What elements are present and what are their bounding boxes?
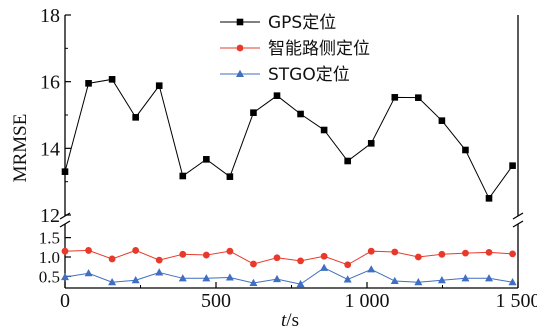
marker-triangle: [437, 276, 446, 284]
legend-label-0: GPS定位: [268, 13, 336, 33]
x-tick-label: 1 000: [345, 290, 390, 312]
marker-circle: [297, 257, 304, 265]
marker-circle: [344, 261, 352, 269]
marker-square: [273, 92, 281, 99]
marker-square: [85, 80, 92, 87]
marker-square: [179, 172, 187, 180]
marker-triangle: [367, 265, 376, 273]
y-tick-label: 14: [40, 138, 60, 160]
marker-triangle: [131, 276, 140, 284]
y-tick-label: 18: [40, 5, 60, 27]
marker-triangle: [61, 272, 69, 281]
y-tick-label: 12: [40, 205, 60, 227]
marker-square: [108, 76, 116, 83]
legend-label-2: STGO定位: [268, 65, 350, 85]
marker-circle: [155, 256, 163, 264]
marker-square: [250, 109, 257, 116]
marker-circle: [391, 248, 399, 256]
marker-square: [438, 117, 446, 124]
marker-triangle: [485, 274, 494, 282]
x-tick-label: 0: [60, 290, 70, 312]
marker-circle: [108, 255, 116, 263]
marker-circle: [236, 44, 244, 52]
series-line-1: [64, 249, 513, 266]
marker-triangle: [343, 275, 352, 283]
marker-circle: [462, 249, 469, 257]
marker-triangle: [508, 277, 517, 286]
marker-triangle: [225, 273, 234, 281]
marker-triangle: [273, 274, 282, 283]
axis-break-left-top: [59, 212, 71, 220]
marker-circle: [367, 247, 375, 255]
x-axis-variable: t: [281, 310, 287, 331]
series-line-2: [64, 267, 513, 285]
marker-circle: [509, 250, 516, 258]
marker-square: [61, 168, 69, 175]
marker-triangle: [236, 69, 244, 77]
marker-circle: [273, 254, 281, 262]
marker-square: [462, 146, 469, 154]
y-tick-label: 1.0: [39, 248, 60, 267]
marker-circle: [179, 250, 187, 258]
x-tick-labels: 0 500 1 000 1 500: [60, 290, 537, 312]
series-line-0: [64, 78, 513, 200]
marker-circle: [85, 247, 92, 254]
marker-triangle: [320, 263, 329, 271]
marker-triangle: [296, 279, 305, 288]
grid-and-axes: [59, 14, 524, 289]
marker-circle: [320, 252, 328, 260]
marker-triangle: [461, 274, 470, 282]
x-tick-label: 500: [201, 290, 231, 312]
marker-square: [236, 18, 244, 26]
marker-square: [367, 140, 375, 147]
marker-triangle: [390, 276, 399, 285]
y-tick-labels: 12 14 16 18 0.51.01.5: [39, 5, 60, 286]
y-tick-label: 16: [40, 72, 60, 94]
marker-circle: [202, 251, 210, 259]
marker-circle: [61, 247, 69, 255]
marker-circle: [438, 250, 446, 258]
x-axis-unit: /s: [286, 310, 299, 331]
marker-square: [132, 114, 139, 121]
marker-triangle: [108, 277, 117, 286]
marker-square: [226, 173, 234, 180]
x-axis-title: t/s: [281, 310, 299, 331]
marker-square: [297, 110, 304, 118]
marker-circle: [414, 253, 422, 261]
axis-break-left-bottom: [59, 220, 71, 228]
marker-circle: [485, 248, 493, 256]
marker-triangle: [155, 268, 164, 276]
marker-circle: [132, 247, 140, 254]
y-axis-title: MRMSE: [10, 114, 31, 183]
marker-square: [344, 157, 351, 165]
marker-triangle: [178, 274, 187, 282]
marker-circle: [226, 247, 234, 255]
x-tick-label: 1 500: [496, 290, 537, 312]
marker-circle: [250, 260, 257, 268]
marker-square: [485, 195, 493, 202]
axis-break-right-bottom: [512, 220, 524, 228]
series-markers: [61, 76, 517, 288]
axis-break-right-top: [512, 212, 524, 220]
marker-triangle: [84, 269, 93, 277]
marker-triangle: [414, 277, 423, 286]
marker-square: [509, 162, 516, 169]
marker-square: [155, 82, 163, 89]
legend-label-1: 智能路侧定位: [268, 39, 370, 59]
marker-triangle: [249, 278, 258, 286]
marker-square: [203, 156, 210, 163]
marker-triangle: [202, 274, 211, 282]
marker-square: [415, 94, 422, 101]
y-tick-label: 0.5: [39, 267, 60, 286]
marker-square: [391, 94, 399, 101]
marker-square: [320, 126, 328, 134]
series-lines: [64, 78, 513, 285]
y-tick-label: 1.5: [39, 229, 60, 248]
